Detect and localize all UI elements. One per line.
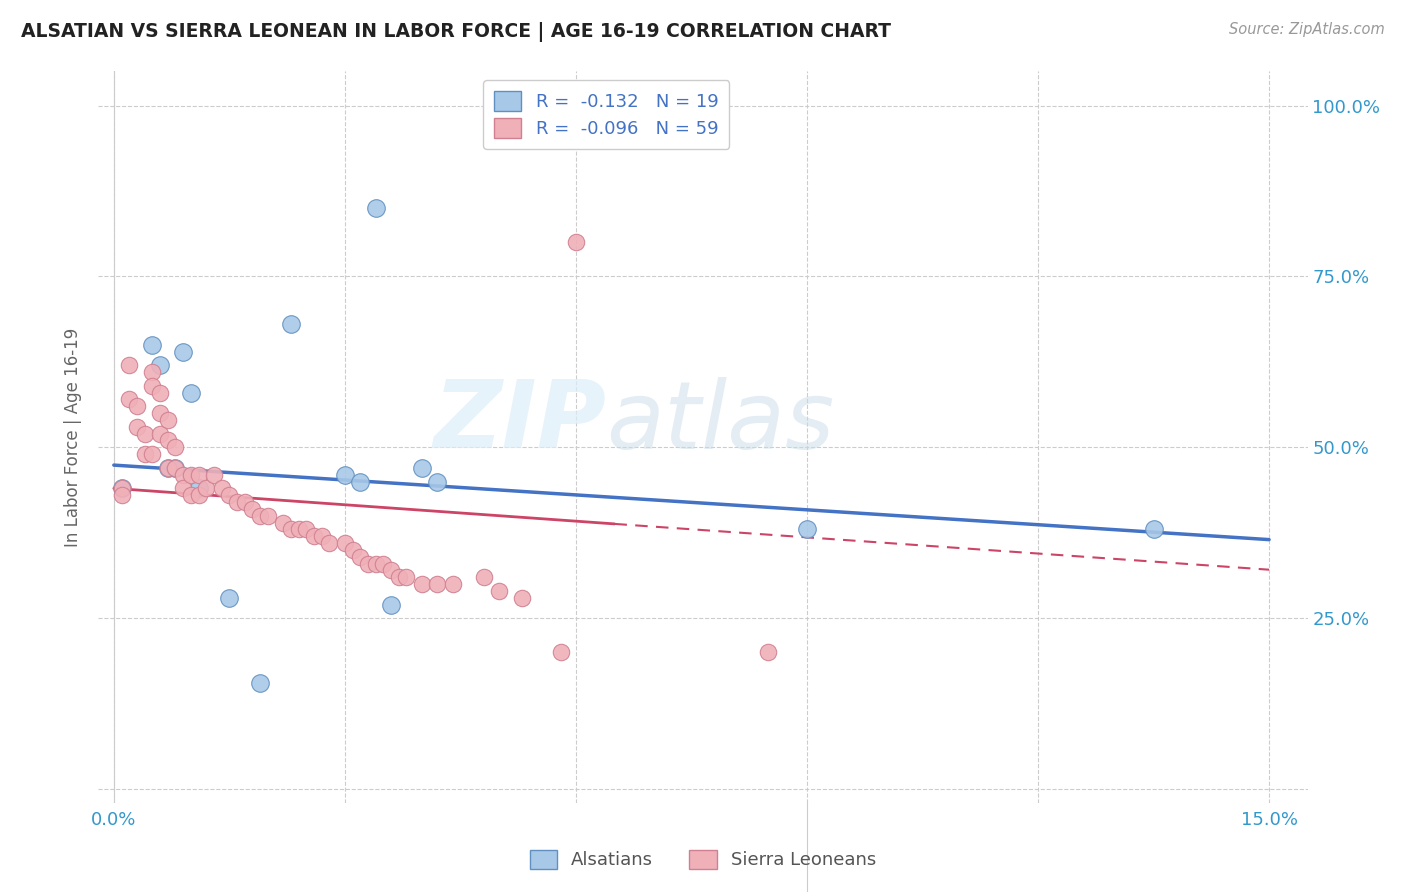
Point [172,467,194,482]
Point [302,529,325,543]
Point [388,570,411,584]
Point [249,676,271,690]
Point [187,467,209,482]
Legend: Alsatians, Sierra Leoneans: Alsatians, Sierra Leoneans [520,840,886,879]
Point [180,467,202,482]
Point [488,583,510,598]
Point [156,434,179,448]
Point [758,645,780,659]
Point [180,488,202,502]
Point [333,536,356,550]
Point [156,460,179,475]
Point [149,406,172,420]
Text: ALSATIAN VS SIERRA LEONEAN IN LABOR FORCE | AGE 16-19 CORRELATION CHART: ALSATIAN VS SIERRA LEONEAN IN LABOR FORC… [21,22,891,42]
Point [280,318,302,332]
Point [796,522,818,536]
Text: ZIP: ZIP [433,376,606,468]
Point [141,379,163,393]
Point [249,508,271,523]
Point [156,460,179,475]
Y-axis label: In Labor Force | Age 16-19: In Labor Force | Age 16-19 [65,327,83,547]
Point [342,542,364,557]
Point [233,495,256,509]
Point [333,467,356,482]
Point [218,488,240,502]
Point [141,447,163,461]
Point [295,522,318,536]
Point [110,481,132,495]
Point [349,475,371,489]
Point [211,481,233,495]
Point [125,400,148,414]
Point [180,385,202,400]
Point [411,460,433,475]
Point [141,338,163,352]
Point [280,522,302,536]
Point [141,365,163,379]
Point [165,460,187,475]
Point [202,467,225,482]
Point [149,426,172,441]
Point [318,536,340,550]
Point [149,359,172,373]
Point [271,516,294,530]
Point [110,481,132,495]
Point [395,570,418,584]
Point [311,529,333,543]
Point [195,481,218,495]
Point [1142,522,1164,536]
Point [172,481,194,495]
Point [426,577,449,591]
Point [165,440,187,454]
Point [364,557,387,571]
Point [134,426,156,441]
Text: Source: ZipAtlas.com: Source: ZipAtlas.com [1229,22,1385,37]
Point [110,488,132,502]
Point [565,235,588,250]
Point [226,495,249,509]
Point [125,420,148,434]
Point [187,488,209,502]
Point [550,645,572,659]
Point [118,359,141,373]
Point [218,591,240,605]
Text: atlas: atlas [606,377,835,468]
Point [118,392,141,407]
Point [149,385,172,400]
Legend: R =  -0.132   N = 19, R =  -0.096   N = 59: R = -0.132 N = 19, R = -0.096 N = 59 [484,80,730,149]
Point [242,501,264,516]
Point [257,508,280,523]
Point [411,577,433,591]
Point [380,563,402,577]
Point [373,557,395,571]
Point [441,577,464,591]
Point [357,557,380,571]
Point [172,344,194,359]
Point [472,570,495,584]
Point [426,475,449,489]
Point [510,591,533,605]
Point [380,598,402,612]
Point [287,522,309,536]
Point [134,447,156,461]
Point [165,460,187,475]
Point [349,549,371,564]
Point [187,481,209,495]
Point [156,413,179,427]
Point [364,201,387,215]
